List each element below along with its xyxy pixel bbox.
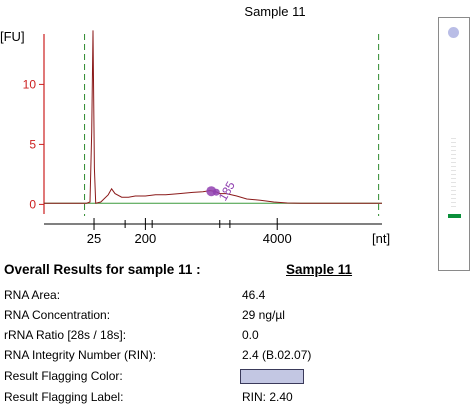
flag-color-label: Result Flagging Color: — [4, 369, 123, 383]
flag-color-row: Result Flagging Color: — [4, 369, 404, 385]
fragment-marker-dot — [212, 188, 220, 196]
gel-smear — [451, 138, 456, 210]
electropherogram-chart: Sample 11 [FU] [nt] 0 5 10 25 200 4000 185 — [0, 4, 390, 246]
y-axis-label: [FU] — [0, 29, 25, 44]
results-header: Overall Results for sample 11 : Sample 1… — [4, 262, 404, 280]
y-tick-label: 0 — [29, 197, 36, 211]
electropherogram-trace — [44, 30, 382, 204]
rin-label: RNA Integrity Number (RIN): — [4, 348, 157, 362]
rrna-ratio-row: rRNA Ratio [28s / 18s]: 0.0 — [4, 328, 404, 344]
flag-color-swatch — [240, 369, 304, 384]
results-title: Overall Results for sample 11 : — [4, 262, 201, 277]
gel-lane-image — [438, 17, 470, 271]
fragment-size-annotation: 185 — [216, 179, 238, 204]
rna-concentration-row: RNA Concentration: 29 ng/µl — [4, 308, 404, 324]
rna-concentration-value: 29 ng/µl — [242, 308, 285, 322]
rna-area-value: 46.4 — [242, 288, 266, 302]
rna-area-row: RNA Area: 46.4 — [4, 288, 404, 304]
flag-label-value: RIN: 2.40 — [242, 390, 293, 404]
rrna-ratio-value: 0.0 — [242, 328, 259, 342]
rrna-ratio-label: rRNA Ratio [28s / 18s]: — [4, 328, 127, 342]
x-axis-label: [nt] — [372, 231, 390, 246]
flag-label-row: Result Flagging Label: RIN: 2.40 — [4, 390, 404, 406]
y-tick-label: 10 — [23, 77, 37, 91]
gel-lower-marker-band — [448, 214, 461, 218]
x-tick-label: 4000 — [263, 231, 292, 246]
rin-row: RNA Integrity Number (RIN): 2.4 (B.02.07… — [4, 348, 404, 364]
rin-value: 2.4 (B.02.07) — [242, 348, 312, 362]
gel-upper-marker-spot — [448, 27, 459, 38]
chart-title: Sample 11 — [244, 4, 305, 19]
sample-name-link[interactable]: Sample 11 — [286, 262, 353, 277]
rna-area-label: RNA Area: — [4, 288, 61, 302]
flag-label-label: Result Flagging Label: — [4, 390, 124, 404]
rna-concentration-label: RNA Concentration: — [4, 308, 111, 322]
x-tick-label: 25 — [87, 231, 101, 246]
y-tick-label: 5 — [29, 137, 36, 151]
x-tick-label: 200 — [135, 231, 157, 246]
